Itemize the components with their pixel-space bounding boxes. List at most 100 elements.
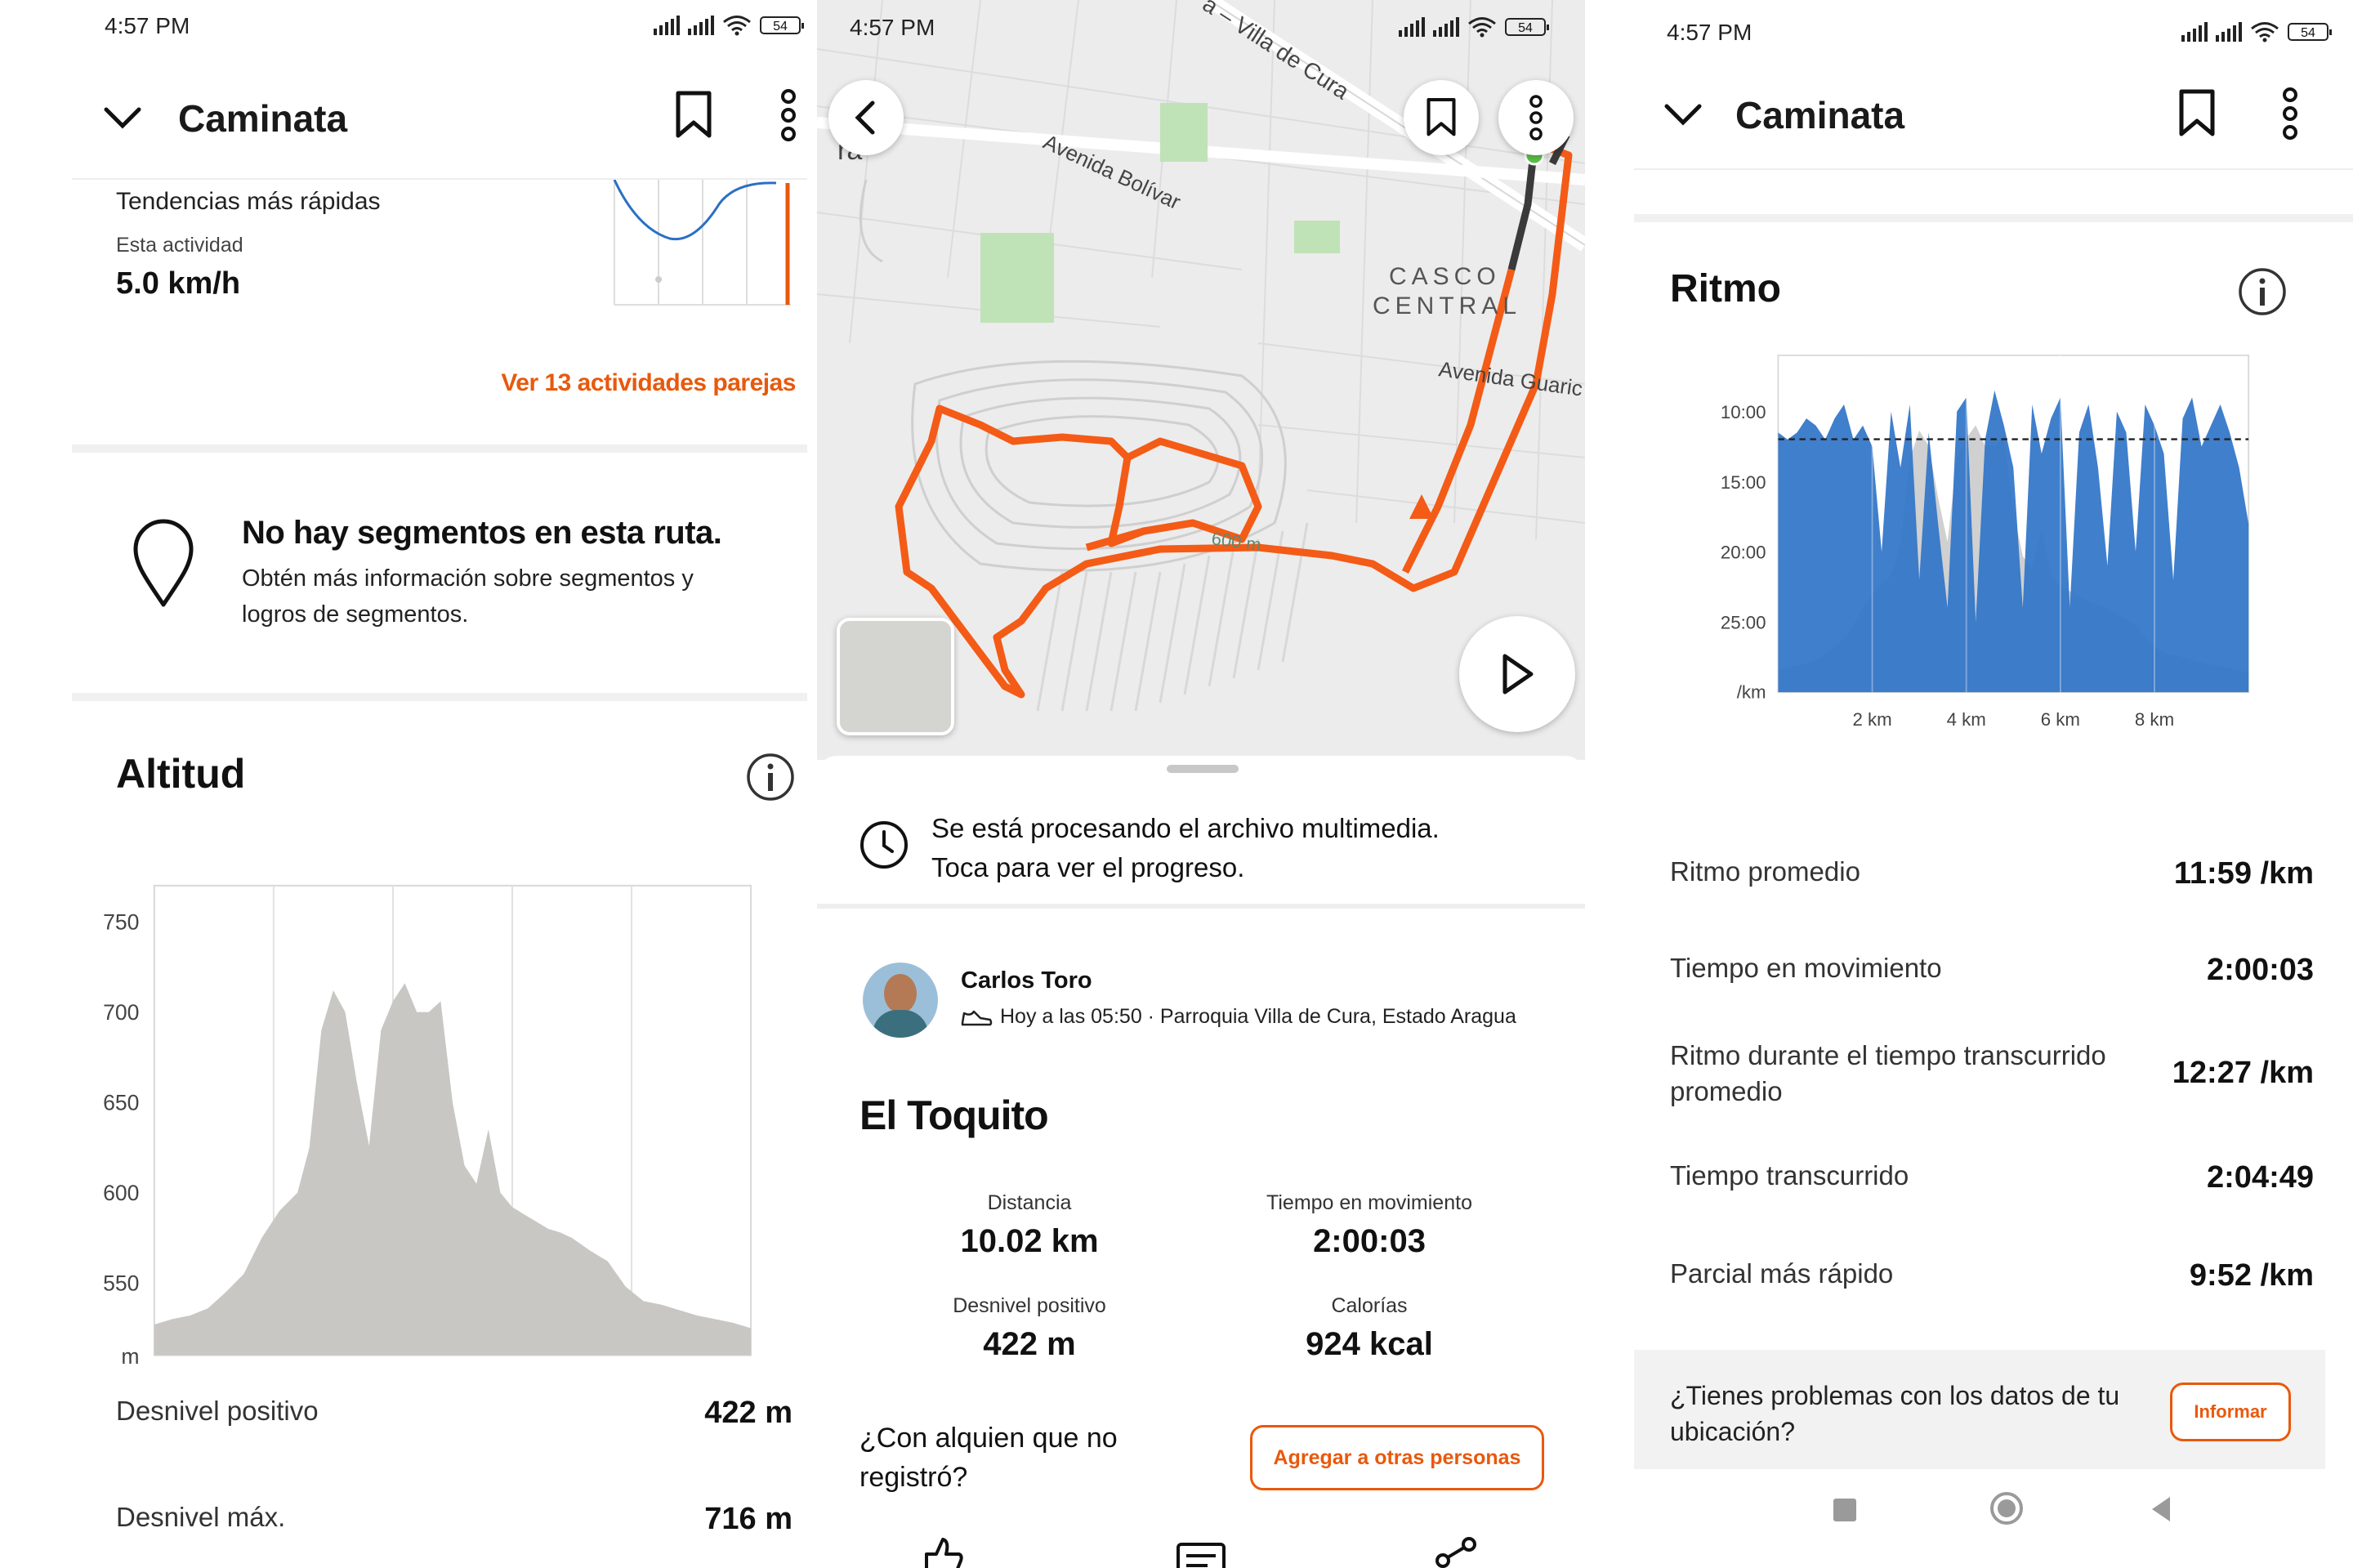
y-tick-label: 600 [103,1181,139,1205]
header-divider [1634,168,2353,170]
location-pin-icon [133,519,194,607]
similar-activities-link[interactable]: Ver 13 actividades parejas [501,369,796,396]
altitude-chart: 2 km4 km6 km8 km750700650600550m [103,884,752,1369]
stat-value: 422 m [983,1326,1076,1362]
page-title: Caminata [178,97,348,140]
stat-value: 11:59 /km [2173,856,2314,891]
segments-description: logros de segmentos. [242,601,469,628]
section-divider [72,444,807,453]
bookmark-icon [1427,97,1456,136]
signal-icon [2216,22,2242,42]
report-button[interactable]: Informar [2170,1383,2291,1441]
page-title: Caminata [1735,94,1905,136]
sheet-handle[interactable] [1167,765,1239,773]
pace-title: Ritmo [1670,267,1781,310]
back-nav-icon[interactable] [2149,1495,2173,1523]
trend-title: Tendencias más rápidas [116,188,381,215]
more-options-icon[interactable] [776,88,801,142]
stat-label: Distancia [987,1191,1072,1214]
recent-apps-icon[interactable] [1833,1499,1856,1521]
y-tick-label: 20:00 [1721,543,1766,563]
bookmark-icon[interactable] [2175,88,2219,139]
chevron-down-icon[interactable] [101,101,144,134]
wifi-icon [1468,17,1496,38]
activity-summary-panel: ra a – Villa de Cura Avenida Bolívar CAS… [817,0,1585,1568]
chevron-down-icon[interactable] [1662,98,1704,131]
stat-label: Parcial más rápido [1670,1258,1894,1289]
more-options-icon [1529,95,1543,141]
report-question-line: ubicación? [1670,1417,1795,1446]
stat-label-line: promedio [1670,1076,1783,1106]
trend-subtitle: Esta actividad [116,234,243,257]
more-options-icon[interactable] [2278,87,2302,141]
signal-icon [654,16,680,35]
battery-icon: 54 [1505,18,1549,36]
comment-icon[interactable] [1175,1541,1227,1568]
status-time: 4:57 PM [850,15,935,40]
bookmark-icon[interactable] [672,90,716,141]
tag-question-line: registró? [859,1462,968,1493]
status-icons: 54 [2181,21,2332,42]
stat-distance: Distancia 10.02 km [866,1191,1193,1260]
report-question: ¿Tienes problemas con los datos de tu ub… [1670,1378,2119,1450]
activity-details-panel: 4:57 PM 54 Caminata Tendencias más rápid… [0,0,817,1568]
home-icon[interactable] [1990,1492,2023,1525]
signal-icon [688,16,714,35]
processing-banner[interactable]: Se está procesando el archivo multimedia… [931,809,1440,887]
map-label: CENTRAL [1373,293,1521,319]
info-icon[interactable] [745,752,796,802]
stat-label: Desnivel positivo [953,1294,1106,1317]
header-divider [72,178,807,180]
avatar[interactable] [863,963,938,1038]
play-flyover-button[interactable] [1459,616,1575,732]
play-icon [1502,654,1534,695]
stat-value: 10.02 km [960,1223,1099,1259]
y-tick-label: 750 [103,909,139,934]
map-type-thumbnail[interactable] [837,618,954,735]
bookmark-button[interactable] [1404,80,1479,155]
info-icon[interactable] [2237,266,2288,317]
tag-question-line: ¿Con alquien que no [859,1423,1118,1454]
stat-value: 2:00:03 [1313,1223,1426,1259]
battery-icon: 54 [2288,23,2332,41]
x-tick-label: 8 km [2135,709,2174,730]
pace-chart: 2 km 4 km 6 km 8 km 10:00 15:00 20:00 25:00/km [1721,354,2250,730]
athlete-name[interactable]: Carlos Toro [961,967,1092,994]
y-unit-label: m [121,1344,139,1369]
report-question-line: ¿Tienes problemas con los datos de tu [1670,1381,2120,1410]
activity-meta: Hoy a las 05:50 · Parroquia Villa de Cur… [1000,1005,1516,1028]
section-divider [72,693,807,701]
trend-value: 5.0 km/h [116,266,241,301]
stat-label: Calorías [1331,1294,1408,1317]
shoe-icon [961,1010,993,1026]
more-options-button[interactable] [1498,80,1574,155]
back-button[interactable] [828,80,904,155]
stat-elevation-gain: Desnivel positivo 422 m [866,1294,1193,1363]
kudos-icon[interactable] [918,1538,967,1568]
y-tick-label: 15:00 [1721,472,1766,493]
battery-icon: 54 [760,16,804,34]
segments-title: No hay segmentos en esta ruta. [242,515,722,551]
x-tick-label: 6 km [2041,709,2080,730]
trend-mini-chart [613,180,791,306]
tag-question: ¿Con alquien que no registró? [859,1418,1118,1497]
stat-calories: Calorías 924 kcal [1206,1294,1533,1363]
stat-label: Desnivel positivo [116,1396,319,1426]
stat-moving-time: Tiempo en movimiento 2:00:03 [1206,1191,1533,1260]
altitude-area [154,983,752,1356]
add-others-button[interactable]: Agregar a otras personas [1250,1425,1544,1490]
y-tick-label: 550 [103,1271,139,1295]
stat-value: 12:27 /km [2172,1056,2314,1090]
status-icons: 54 [1399,16,1549,38]
stat-value: 924 kcal [1306,1326,1433,1362]
x-tick-label: 2 km [1852,709,1891,730]
wifi-icon [2251,22,2279,42]
segments-description: Obtén más información sobre segmentos y [242,565,694,592]
stat-label: Tiempo transcurrido [1670,1160,1909,1191]
processing-text: Se está procesando el archivo multimedia… [931,813,1440,843]
status-time: 4:57 PM [105,13,190,38]
share-icon[interactable] [1431,1536,1480,1568]
y-tick-label: 25:00 [1721,613,1766,633]
clock-icon [860,821,908,869]
chevron-left-icon [855,101,875,135]
